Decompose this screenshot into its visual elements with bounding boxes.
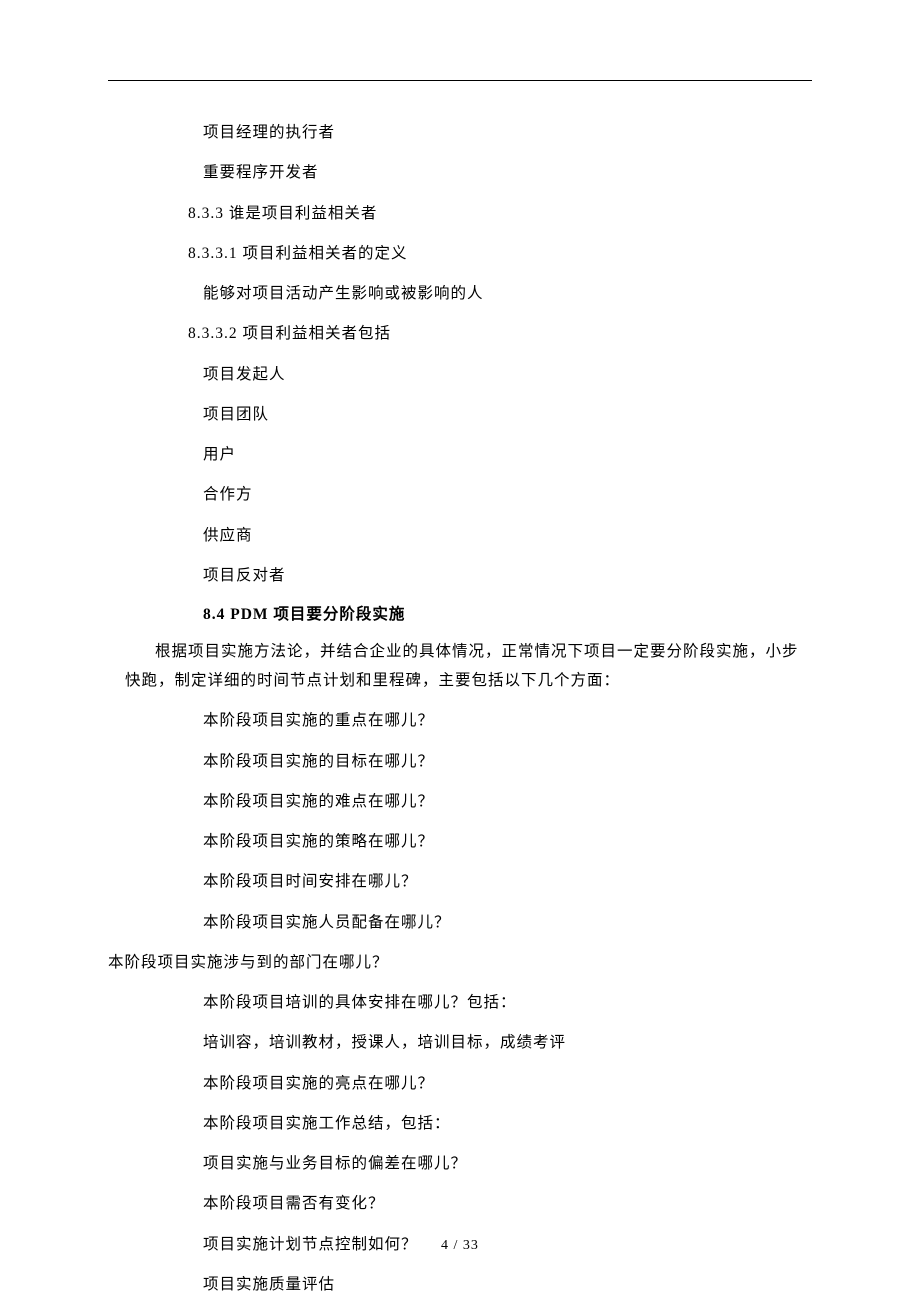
body-text: 本阶段项目实施的目标在哪儿？: [108, 750, 812, 773]
body-text: 本阶段项目实施人员配备在哪儿？: [108, 911, 812, 934]
body-text: 培训容，培训教材，授课人，培训目标，成绩考评: [108, 1031, 812, 1054]
body-text: 本阶段项目实施的难点在哪儿？: [108, 790, 812, 813]
section-number: 8.3.3.2 项目利益相关者包括: [108, 322, 812, 345]
body-text: 项目实施与业务目标的偏差在哪儿？: [108, 1152, 812, 1175]
document-page: 项目经理的执行者 重要程序开发者 8.3.3 谁是项目利益相关者 8.3.3.1…: [0, 0, 920, 1302]
body-text: 项目团队: [108, 403, 812, 426]
paragraph-text: 根据项目实施方法论，并结合企业的具体情况，正常情况下项目一定要分阶段实施，小步快…: [108, 638, 812, 695]
body-text: 本阶段项目时间安排在哪儿？: [108, 870, 812, 893]
horizontal-rule: [108, 80, 812, 81]
page-number: 4 / 33: [0, 1238, 920, 1254]
body-text: 供应商: [108, 524, 812, 547]
body-text: 项目实施质量评估: [108, 1273, 812, 1296]
section-number: 8.3.3.1 项目利益相关者的定义: [108, 242, 812, 265]
body-text: 本阶段项目需否有变化？: [108, 1192, 812, 1215]
body-text: 本阶段项目培训的具体安排在哪儿？包括：: [108, 991, 812, 1014]
body-text: 项目经理的执行者: [108, 121, 812, 144]
body-text: 本阶段项目实施工作总结，包括：: [108, 1112, 812, 1135]
section-number: 8.3.3 谁是项目利益相关者: [108, 202, 812, 225]
section-heading: 8.4 PDM 项目要分阶段实施: [108, 602, 812, 624]
body-text: 能够对项目活动产生影响或被影响的人: [108, 282, 812, 305]
body-text: 本阶段项目实施的重点在哪儿？: [108, 709, 812, 732]
body-text: 本阶段项目实施的策略在哪儿？: [108, 830, 812, 853]
body-text: 用户: [108, 443, 812, 466]
body-text: 本阶段项目实施涉与到的部门在哪儿？: [108, 951, 812, 974]
body-text: 重要程序开发者: [108, 161, 812, 184]
body-text: 合作方: [108, 483, 812, 506]
content-block-1: 项目经理的执行者 重要程序开发者 8.3.3 谁是项目利益相关者 8.3.3.1…: [108, 121, 812, 587]
content-block-2: 本阶段项目实施的重点在哪儿？ 本阶段项目实施的目标在哪儿？ 本阶段项目实施的难点…: [108, 709, 812, 1296]
body-text: 本阶段项目实施的亮点在哪儿？: [108, 1072, 812, 1095]
body-text: 项目反对者: [108, 564, 812, 587]
body-text: 项目发起人: [108, 363, 812, 386]
